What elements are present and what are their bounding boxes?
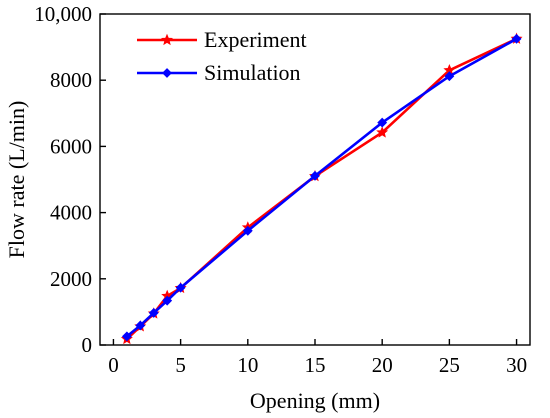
y-axis-title: Flow rate (L/min) bbox=[4, 101, 29, 259]
series-line-experiment bbox=[125, 37, 518, 340]
y-tick-label: 2000 bbox=[50, 267, 92, 291]
data-point-simulation bbox=[242, 225, 253, 236]
legend: Experiment Simulation bbox=[137, 27, 307, 85]
x-tick-label: 10 bbox=[237, 353, 258, 377]
data-point-simulation bbox=[148, 307, 159, 318]
data-point-simulation bbox=[135, 320, 146, 331]
legend-label: Experiment bbox=[204, 27, 307, 52]
data-point-simulation bbox=[511, 33, 522, 44]
x-tick-label: 30 bbox=[506, 353, 527, 377]
ticks: 0 5 10 15 20 25 30 0 2000 4000 6000 8000 10,000 bbox=[34, 2, 527, 377]
legend-entry-simulation: Simulation bbox=[137, 60, 301, 85]
x-tick-label: 15 bbox=[305, 353, 326, 377]
legend-label: Simulation bbox=[204, 60, 301, 85]
x-tick-label: 20 bbox=[372, 353, 393, 377]
x-tick-label: 25 bbox=[439, 353, 460, 377]
x-axis-title: Opening (mm) bbox=[250, 388, 380, 413]
series-layer bbox=[120, 32, 523, 345]
y-tick-label: 6000 bbox=[50, 134, 92, 158]
y-tick-label: 0 bbox=[82, 333, 93, 357]
data-point-simulation bbox=[175, 282, 186, 293]
series-line-simulation bbox=[126, 37, 518, 338]
y-tick-label: 10,000 bbox=[34, 2, 92, 26]
data-point-simulation bbox=[444, 71, 455, 82]
data-point-simulation bbox=[310, 170, 320, 181]
series-experiment bbox=[120, 32, 523, 345]
legend-entry-experiment: Experiment bbox=[137, 27, 307, 52]
x-tick-label: 5 bbox=[175, 353, 186, 377]
data-point-simulation bbox=[121, 331, 132, 342]
data-point-simulation bbox=[162, 295, 173, 306]
legend-marker bbox=[161, 33, 173, 46]
y-tick-label: 8000 bbox=[50, 68, 92, 92]
legend-marker bbox=[162, 68, 172, 78]
data-point-simulation bbox=[377, 117, 388, 128]
y-tick-label: 4000 bbox=[50, 201, 92, 225]
series-simulation bbox=[121, 33, 522, 342]
x-tick-label: 0 bbox=[108, 353, 119, 377]
data-point-experiment bbox=[376, 126, 389, 138]
